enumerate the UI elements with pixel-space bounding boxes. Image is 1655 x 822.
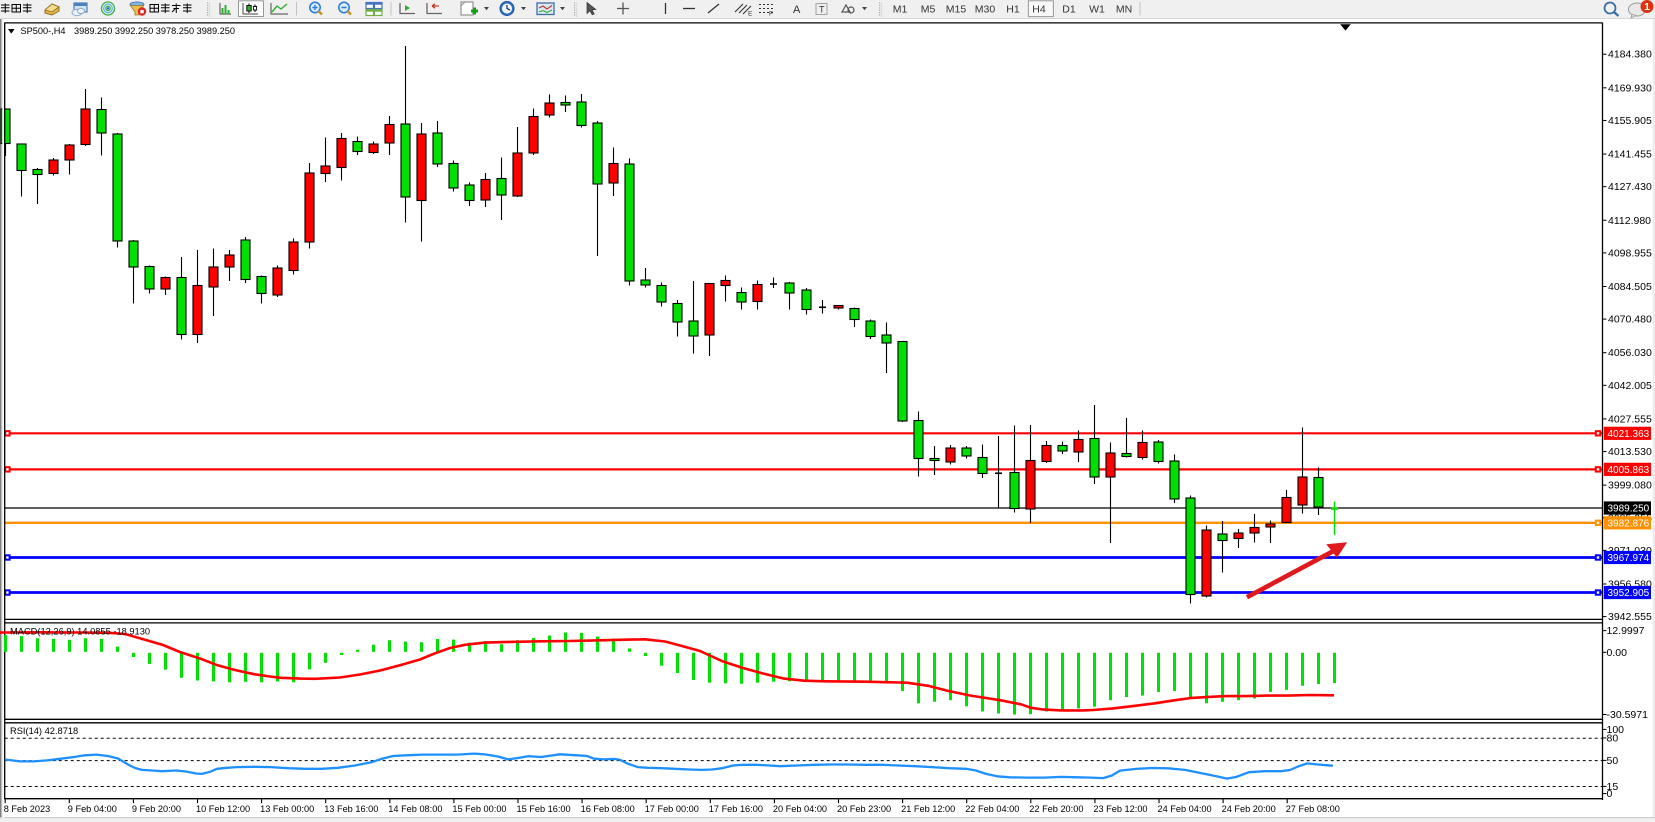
svg-text:0: 0 — [1607, 788, 1613, 800]
svg-text:M5: M5 — [921, 4, 936, 16]
svg-text:3999.080: 3999.080 — [1608, 480, 1652, 492]
svg-text:4127.430: 4127.430 — [1608, 181, 1652, 193]
svg-text:E: E — [748, 11, 753, 18]
svg-text:13 Feb 16:00: 13 Feb 16:00 — [324, 804, 378, 814]
svg-text:17 Feb 16:00: 17 Feb 16:00 — [709, 804, 763, 814]
svg-text:M1: M1 — [893, 4, 908, 16]
svg-text:50: 50 — [1607, 755, 1619, 767]
svg-text:22 Feb 04:00: 22 Feb 04:00 — [965, 804, 1019, 814]
svg-text:24 Feb 20:00: 24 Feb 20:00 — [1222, 804, 1276, 814]
svg-text:24 Feb 04:00: 24 Feb 04:00 — [1158, 804, 1212, 814]
svg-text:15: 15 — [1607, 781, 1619, 793]
svg-text:21 Feb 12:00: 21 Feb 12:00 — [901, 804, 955, 814]
svg-text:3982.876: 3982.876 — [1608, 518, 1650, 529]
svg-text:4056.030: 4056.030 — [1608, 347, 1652, 359]
svg-text:T: T — [819, 5, 825, 15]
svg-text:4169.930: 4169.930 — [1608, 82, 1652, 94]
svg-text:A: A — [793, 4, 801, 16]
svg-text:12.9997: 12.9997 — [1607, 625, 1645, 637]
svg-text:3942.555: 3942.555 — [1608, 611, 1652, 623]
svg-text:20 Feb 23:00: 20 Feb 23:00 — [837, 804, 891, 814]
svg-text:MN: MN — [1116, 4, 1132, 16]
svg-text:9 Feb 04:00: 9 Feb 04:00 — [68, 804, 117, 814]
svg-text:3967.974: 3967.974 — [1608, 553, 1650, 564]
svg-text:9 Feb 20:00: 9 Feb 20:00 — [132, 804, 181, 814]
svg-text:H1: H1 — [1006, 4, 1020, 16]
svg-text:RSI(14) 42.8718: RSI(14) 42.8718 — [10, 726, 78, 736]
svg-text:4184.380: 4184.380 — [1608, 49, 1652, 61]
svg-text:4042.005: 4042.005 — [1608, 380, 1652, 392]
svg-text:15 Feb 00:00: 15 Feb 00:00 — [452, 804, 506, 814]
svg-text:4005.863: 4005.863 — [1608, 465, 1650, 476]
svg-text:27 Feb 08:00: 27 Feb 08:00 — [1286, 804, 1340, 814]
svg-text:22 Feb 20:00: 22 Feb 20:00 — [1029, 804, 1083, 814]
svg-text:4070.480: 4070.480 — [1608, 314, 1652, 326]
svg-text:4098.955: 4098.955 — [1608, 247, 1652, 259]
svg-text:4027.555: 4027.555 — [1608, 413, 1652, 425]
svg-text:80: 80 — [1607, 732, 1619, 744]
svg-text:4112.980: 4112.980 — [1608, 215, 1651, 227]
svg-text:14 Feb 08:00: 14 Feb 08:00 — [388, 804, 442, 814]
svg-text:3989.250: 3989.250 — [1608, 504, 1650, 515]
svg-text:20 Feb 04:00: 20 Feb 04:00 — [773, 804, 827, 814]
svg-text:13 Feb 00:00: 13 Feb 00:00 — [260, 804, 314, 814]
svg-text:3952.905: 3952.905 — [1608, 588, 1650, 599]
svg-text:W1: W1 — [1089, 4, 1105, 16]
svg-text:1: 1 — [1644, 1, 1650, 13]
svg-text:4141.455: 4141.455 — [1608, 149, 1652, 161]
svg-text:F: F — [769, 11, 773, 18]
svg-text:4013.530: 4013.530 — [1608, 446, 1652, 458]
svg-text:0.00: 0.00 — [1607, 647, 1628, 659]
svg-text:100: 100 — [1607, 724, 1625, 736]
svg-text:15 Feb 16:00: 15 Feb 16:00 — [517, 804, 571, 814]
svg-text:MACD(12,26,9) 14.0855 -18.9130: MACD(12,26,9) 14.0855 -18.9130 — [10, 627, 150, 637]
svg-text:M15: M15 — [946, 4, 967, 16]
svg-text:17 Feb 00:00: 17 Feb 00:00 — [645, 804, 699, 814]
svg-text:23 Feb 12:00: 23 Feb 12:00 — [1093, 804, 1147, 814]
svg-text:4021.363: 4021.363 — [1608, 429, 1650, 440]
svg-text:8 Feb 2023: 8 Feb 2023 — [4, 804, 51, 814]
svg-text:-30.5971: -30.5971 — [1607, 709, 1649, 721]
svg-text:10 Feb 12:00: 10 Feb 12:00 — [196, 804, 250, 814]
svg-text:H4: H4 — [1032, 4, 1046, 16]
svg-text:3989.250 3992.250 3978.250 398: 3989.250 3992.250 3978.250 3989.250 — [74, 26, 235, 36]
svg-text:4155.905: 4155.905 — [1608, 115, 1652, 127]
svg-text:16 Feb 08:00: 16 Feb 08:00 — [581, 804, 635, 814]
svg-text:D1: D1 — [1062, 4, 1076, 16]
svg-text:4084.505: 4084.505 — [1608, 281, 1652, 293]
svg-text:SP500-,H4: SP500-,H4 — [21, 26, 66, 36]
svg-text:M30: M30 — [975, 4, 996, 16]
